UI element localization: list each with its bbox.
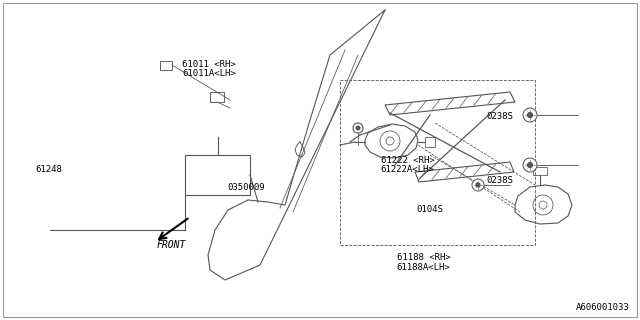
Circle shape — [386, 137, 394, 145]
Text: 0238S: 0238S — [486, 176, 513, 185]
Bar — [340, 80, 535, 245]
Bar — [210, 92, 224, 102]
Circle shape — [472, 179, 484, 191]
Text: 0238S: 0238S — [486, 112, 513, 121]
Text: 61222 <RH>: 61222 <RH> — [381, 156, 435, 164]
Circle shape — [523, 158, 537, 172]
Circle shape — [527, 162, 533, 168]
Text: 61222A<LH>: 61222A<LH> — [381, 165, 435, 174]
Circle shape — [539, 201, 547, 209]
Bar — [533, 167, 547, 175]
Circle shape — [527, 112, 533, 118]
Bar — [160, 61, 172, 70]
Text: 61011A<LH>: 61011A<LH> — [182, 69, 236, 78]
Bar — [425, 137, 435, 147]
Text: 61011 <RH>: 61011 <RH> — [182, 60, 236, 68]
Text: 61188 <RH>: 61188 <RH> — [397, 253, 451, 262]
Circle shape — [355, 125, 360, 131]
Text: 61248: 61248 — [35, 165, 62, 174]
Text: 0350009: 0350009 — [227, 183, 265, 192]
Circle shape — [523, 108, 537, 122]
Circle shape — [476, 182, 481, 188]
Text: 0104S: 0104S — [416, 205, 443, 214]
Bar — [185, 155, 250, 195]
Circle shape — [353, 123, 363, 133]
Text: 61188A<LH>: 61188A<LH> — [397, 263, 451, 272]
Text: FRONT: FRONT — [157, 240, 186, 250]
Text: A606001033: A606001033 — [576, 303, 630, 312]
